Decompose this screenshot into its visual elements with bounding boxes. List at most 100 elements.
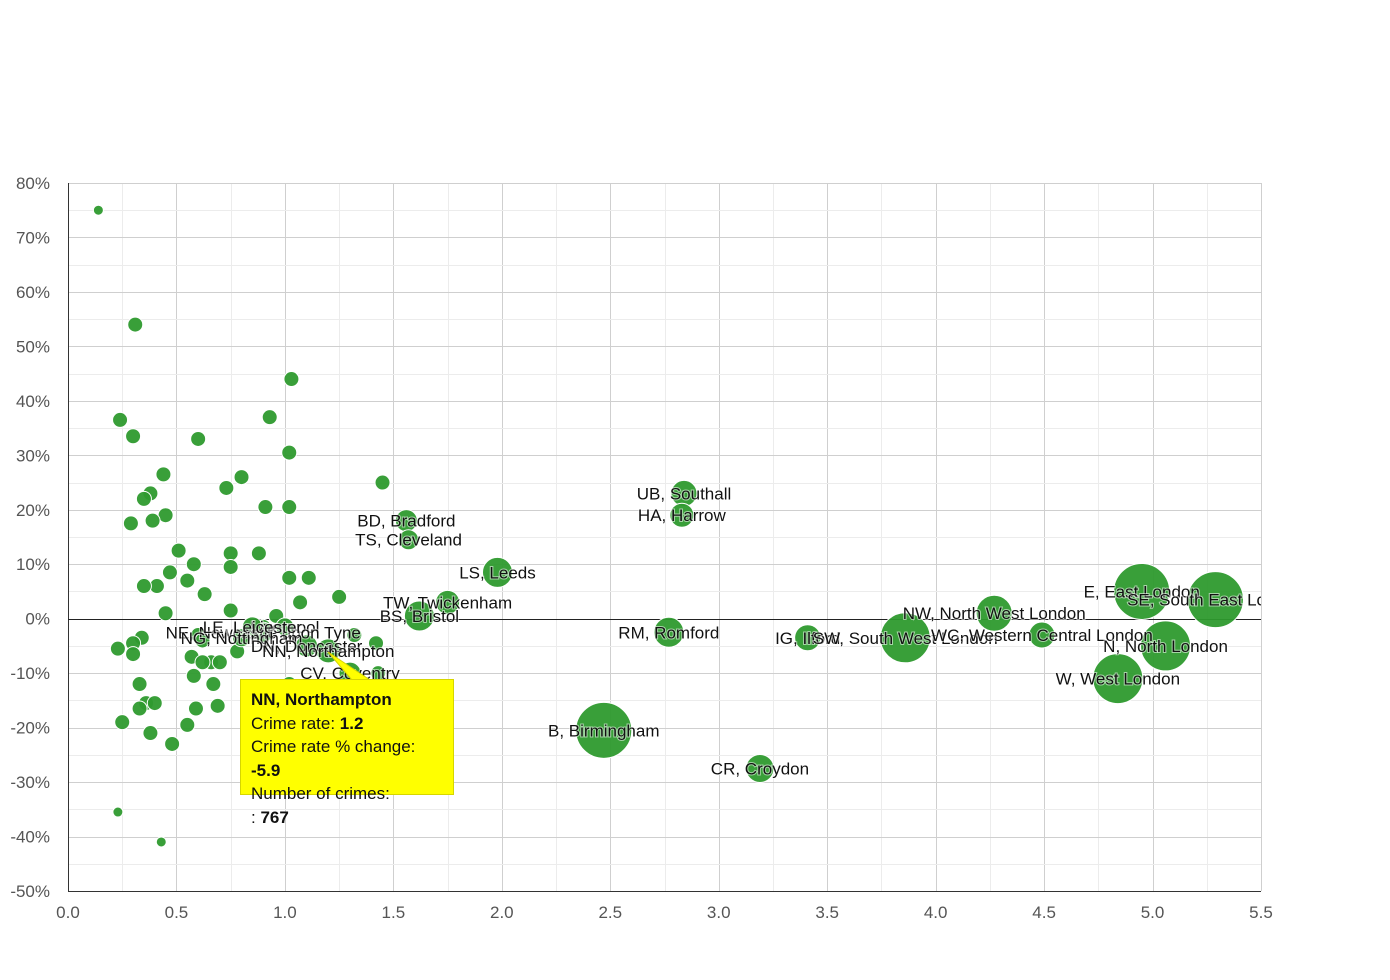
- data-label: B, Birmingham: [548, 721, 659, 740]
- y-tick-label: -10%: [10, 664, 50, 683]
- data-point-labeled: [1140, 620, 1192, 672]
- data-point: [196, 586, 213, 603]
- tooltip-title: NN, Northampton: [251, 690, 392, 709]
- data-point: [194, 654, 211, 671]
- x-tick-label: 5.5: [1249, 903, 1273, 922]
- data-point: [114, 714, 131, 731]
- data-point-labeled: [275, 617, 295, 637]
- data-point-labeled: [1028, 621, 1056, 649]
- data-point: [179, 572, 196, 589]
- data-point-labeled: [794, 624, 822, 652]
- x-tick-label: 1.5: [382, 903, 406, 922]
- data-label: NE, Newcastle upon Tyne: [166, 623, 361, 642]
- data-point: [135, 578, 152, 595]
- data-label: CR, Croydon: [711, 759, 809, 778]
- y-tick-label: -40%: [10, 828, 50, 847]
- data-point: [257, 499, 274, 516]
- data-point: [222, 602, 239, 619]
- data-point-labeled: [745, 753, 775, 783]
- tooltip-count-prefix: :: [251, 807, 261, 827]
- data-point-labeled: [653, 616, 685, 648]
- data-label: WC, Western Central London: [931, 626, 1153, 645]
- data-label: Liverpool: [250, 618, 319, 637]
- data-point: [368, 635, 385, 652]
- data-point: [127, 316, 144, 333]
- data-point-labeled: [975, 594, 1013, 632]
- data-point: [190, 430, 207, 447]
- data-point: [161, 564, 178, 581]
- data-point: [222, 558, 239, 575]
- data-point: [281, 569, 298, 586]
- data-point: [155, 836, 167, 848]
- tooltip-count: : 767: [251, 806, 443, 830]
- x-tick-label: 0.5: [165, 903, 189, 922]
- tooltip-count-value: 767: [260, 807, 289, 827]
- x-tick-label: 4.5: [1032, 903, 1056, 922]
- data-point: [146, 695, 163, 712]
- data-label: NG, Nottingham: [181, 629, 303, 648]
- x-tick-label: 2.5: [598, 903, 622, 922]
- data-point: [179, 716, 196, 733]
- data-point: [185, 556, 202, 573]
- data-point: [218, 479, 235, 496]
- data-point: [211, 654, 228, 671]
- data-point: [155, 466, 172, 483]
- data-label: NW, North West London: [903, 604, 1086, 623]
- data-point: [250, 545, 267, 562]
- data-label: BS, Bristol: [380, 607, 459, 626]
- data-point: [283, 371, 300, 388]
- y-tick-label: 60%: [16, 283, 50, 302]
- data-point-labeled: [1092, 653, 1144, 705]
- x-tick-label: 2.0: [490, 903, 514, 922]
- data-point-labeled: [1113, 562, 1171, 620]
- data-label: BD, Bradford: [357, 512, 455, 531]
- data-point: [292, 594, 309, 611]
- data-point: [131, 700, 148, 717]
- x-tick-label: 3.0: [707, 903, 731, 922]
- y-tick-label: 30%: [16, 446, 50, 465]
- data-label: LS, Leeds: [459, 563, 536, 582]
- data-point: [281, 499, 298, 516]
- axes: 0.0 0.5 1.0 1.5 2.0 2.5 3.0 3.5 4.0 4.5 5.0 5.5 80% 7…: [10, 174, 1273, 922]
- data-point: [233, 469, 250, 486]
- data-point-labeled: [879, 612, 931, 664]
- tooltip-rate-label: Crime rate:: [251, 713, 340, 733]
- data-point: [346, 627, 363, 644]
- tooltip-change-label: Crime rate % change:: [251, 737, 416, 756]
- data-point-labeled: [398, 529, 420, 551]
- y-tick-label: 50%: [16, 337, 50, 356]
- data-label: LE, Leicester: [203, 618, 303, 637]
- data-point: [170, 542, 187, 559]
- y-tick-label: -20%: [10, 719, 50, 738]
- data-point: [261, 409, 278, 426]
- data-point-labeled: [669, 502, 695, 528]
- tooltip-rate: Crime rate: 1.2: [251, 712, 443, 736]
- data-point-labeled: [232, 628, 252, 648]
- tooltip-rate-value: 1.2: [339, 713, 364, 733]
- data-point-labeled: [1186, 571, 1244, 629]
- data-point-labeled: [403, 600, 435, 632]
- data-label: SE, South East London: [1127, 591, 1304, 610]
- data-label: W, West London: [1056, 670, 1180, 689]
- data-point: [331, 588, 348, 605]
- data-point: [135, 490, 152, 507]
- data-point: [92, 204, 104, 216]
- data-label: TS, Cleveland: [355, 531, 462, 550]
- y-tick-label: 20%: [16, 501, 50, 520]
- data-point: [144, 512, 161, 529]
- tooltip-count-label: Number of crimes:: [251, 784, 390, 803]
- y-tick-label: 10%: [16, 555, 50, 574]
- tooltip-change-value: -5.9: [251, 760, 281, 780]
- data-point-labeled: [575, 701, 633, 759]
- x-tick-label: 5.0: [1141, 903, 1165, 922]
- data-label: IG, Ilford: [775, 629, 840, 648]
- data-label: UB, Southall: [637, 484, 732, 503]
- data-label: DN, Doncaster: [251, 637, 363, 656]
- x-tick-label: 3.5: [815, 903, 839, 922]
- data-point: [194, 632, 211, 649]
- data-point: [222, 545, 239, 562]
- data-label: NN, Northampton: [262, 642, 394, 661]
- data-point: [112, 806, 124, 818]
- data-point: [281, 444, 298, 461]
